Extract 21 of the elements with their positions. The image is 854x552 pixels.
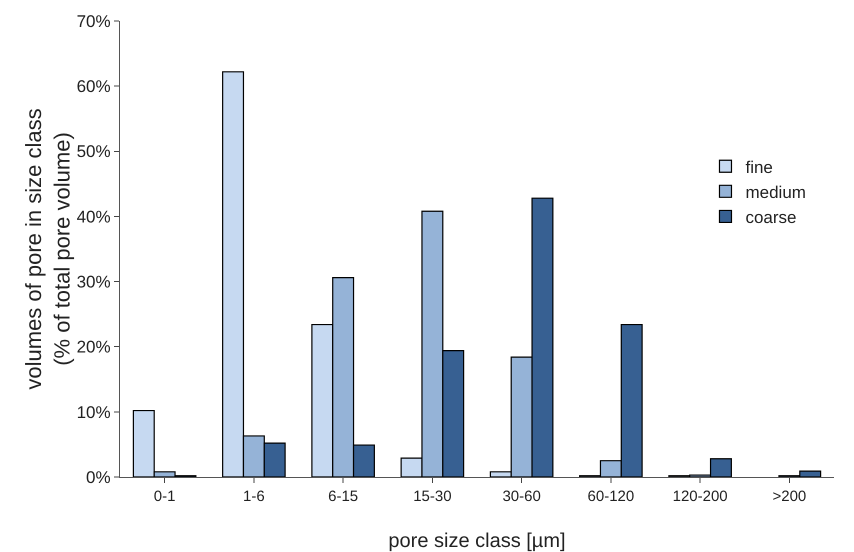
y-tick-label: 10% xyxy=(76,402,111,422)
legend-label: coarse xyxy=(745,208,797,228)
x-tick-label: 15-30 xyxy=(413,488,452,505)
y-tick-label: 70% xyxy=(76,12,111,31)
y-tick-label: 40% xyxy=(76,207,111,226)
legend-label: fine xyxy=(745,158,773,177)
legend-label: medium xyxy=(745,182,806,202)
x-axis-title: pore size class [µm] xyxy=(388,530,566,552)
x-tick-label: >200 xyxy=(772,488,806,505)
x-tick-label: 0-1 xyxy=(154,488,176,505)
y-tick-label: 0% xyxy=(86,468,111,487)
x-tick-label: 1-6 xyxy=(243,488,265,505)
x-tick-label: 120-200 xyxy=(672,488,728,505)
y-tick-label: 20% xyxy=(76,338,111,357)
y-axis-title: volumes of pore in size class (% of total pore volume) xyxy=(20,108,75,390)
x-tick-label: 60-120 xyxy=(588,488,634,505)
x-tick-label: 30-60 xyxy=(502,488,541,505)
y-tick-label: 50% xyxy=(76,142,111,162)
x-tick-label: 6-15 xyxy=(328,488,358,505)
y-tick-label: 60% xyxy=(76,77,111,96)
y-tick-label: 30% xyxy=(76,272,111,292)
